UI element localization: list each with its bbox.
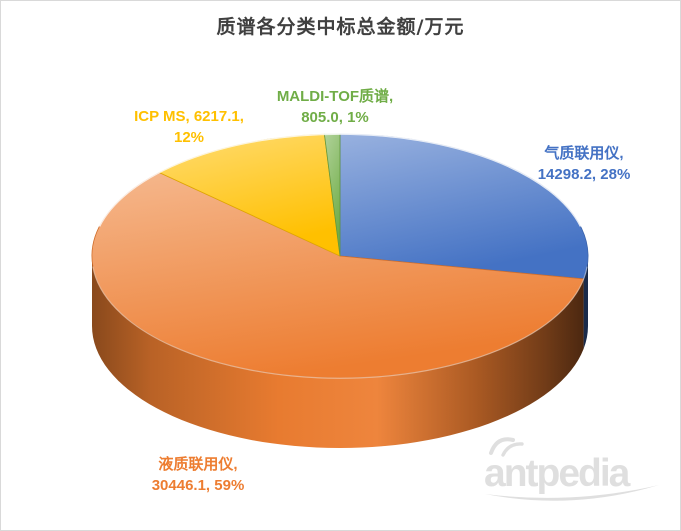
data-label-line: 气质联用仪, <box>544 145 624 162</box>
data-label-gc-ms: 气质联用仪, 14298.2, 28% <box>538 143 631 185</box>
data-label-lc-ms: 液质联用仪, 30446.1, 59% <box>152 454 245 496</box>
watermark-underline-icon <box>485 485 659 501</box>
data-label-line: ICP MS, 6217.1, <box>134 108 244 125</box>
watermark-text: antpedia <box>484 452 631 495</box>
watermark-swoosh-icon <box>501 442 524 457</box>
data-label-line: 805.0, 1% <box>301 109 369 126</box>
data-label-line: 14298.2, 28% <box>537 166 631 183</box>
data-label-line: 12% <box>173 129 205 146</box>
data-label-line: 30446.1, 59% <box>151 477 245 494</box>
data-label-maldi-tof: MALDI-TOF质谱, 805.0, 1% <box>277 86 393 128</box>
data-label-icp-ms: ICP MS, 6217.1, 12% <box>134 106 244 148</box>
data-label-line: MALDI-TOF质谱, <box>276 88 394 105</box>
data-label-line: 液质联用仪, <box>158 456 238 473</box>
antpedia-watermark: antpedia <box>484 437 659 501</box>
watermark-swoosh-icon <box>489 437 515 455</box>
chart-title: 质谱各分类中标总金额/万元 <box>216 16 465 38</box>
